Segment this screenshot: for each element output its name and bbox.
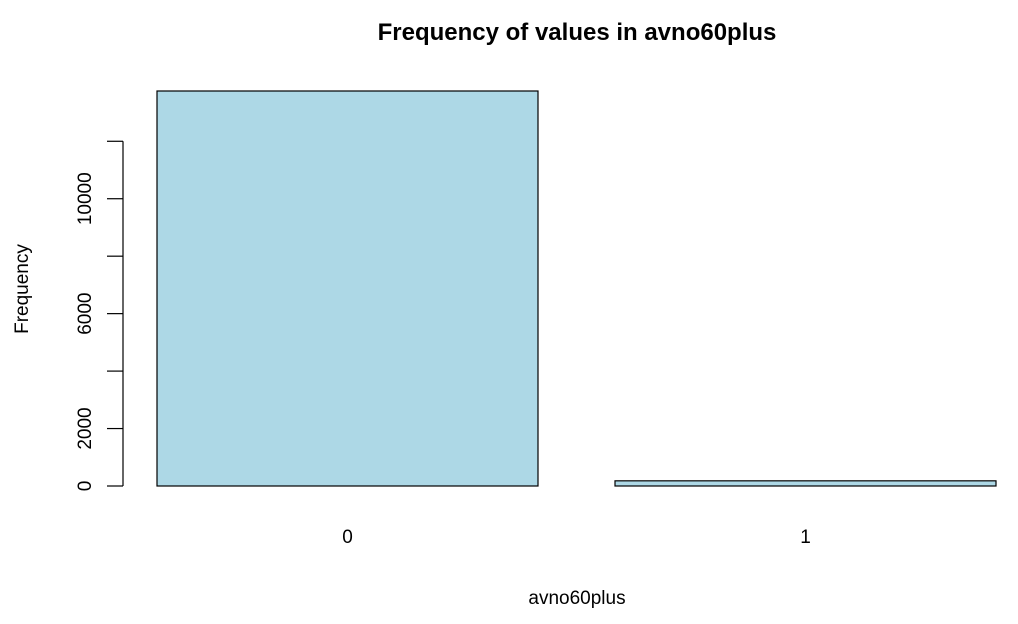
bar-1: [614, 480, 997, 487]
y-tick-label: 6000: [75, 292, 96, 334]
x-tick-label-0: 0: [342, 527, 353, 548]
y-tick-label: 10000: [75, 172, 96, 225]
chart-title: Frequency of values in avno60plus: [378, 19, 777, 46]
bar-0: [156, 90, 539, 487]
y-tick-label: 0: [75, 481, 96, 492]
x-tick-label-1: 1: [800, 527, 811, 548]
x-axis-label: avno60plus: [528, 588, 625, 609]
y-tick-label: 2000: [75, 407, 96, 449]
bars-group: [156, 90, 997, 487]
y-axis-label: Frequency: [12, 244, 33, 334]
y-axis: 0 2000 6000 10000: [75, 140, 124, 492]
